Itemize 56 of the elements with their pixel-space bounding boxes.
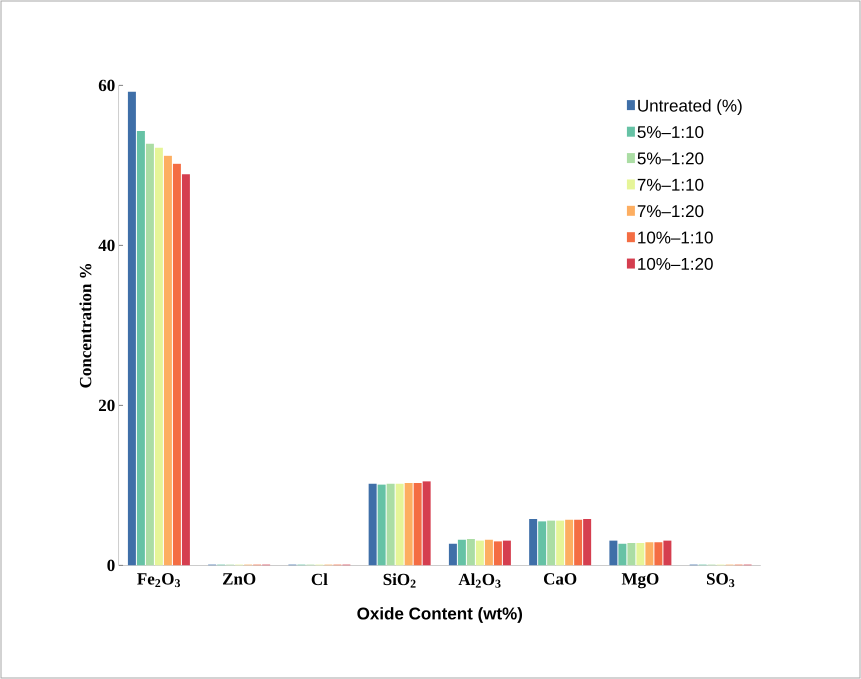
legend-label: 5%–1:20 <box>638 152 704 164</box>
x-tick-label: Al$_{2}$O$_{3}$ <box>458 573 501 588</box>
bar <box>494 541 502 566</box>
bar <box>663 540 672 566</box>
bar <box>654 542 662 566</box>
bar <box>458 540 466 566</box>
y-tick-label: 0 <box>107 560 115 572</box>
legend-label: 5%–1:10 <box>638 126 704 138</box>
bar <box>146 144 154 566</box>
y-tick-label: 40 <box>98 240 115 252</box>
x-tick-label: SO$_{3}$ <box>706 573 734 588</box>
bar <box>547 520 556 566</box>
x-tick-label: Cl <box>312 573 328 586</box>
x-tick-label: ZnO <box>222 573 256 585</box>
legend-label: 10%–1:10 <box>638 231 713 244</box>
bar <box>386 484 395 566</box>
y-tick-label: 20 <box>98 400 115 412</box>
x-tick-label: Fe$_{2}$O$_{3}$ <box>137 573 180 588</box>
bar <box>618 544 626 566</box>
legend-label: 10%–1:20 <box>638 258 713 270</box>
bar <box>574 520 582 566</box>
x-axis-title: Oxide Content (wt%) <box>357 607 522 623</box>
bar <box>627 542 636 566</box>
bar <box>484 540 493 566</box>
bar <box>128 92 136 566</box>
bar <box>636 542 644 566</box>
bar <box>466 538 475 566</box>
bar <box>154 148 163 566</box>
x-tick-label: CaO <box>544 573 576 585</box>
x-tick-label: MgO <box>622 573 658 588</box>
bar <box>645 542 654 566</box>
bar <box>414 482 422 566</box>
bar <box>396 484 404 566</box>
bar <box>136 131 145 566</box>
bar <box>378 484 386 566</box>
y-tick-label: 60 <box>98 80 115 92</box>
bar <box>182 174 190 566</box>
bar <box>502 540 511 566</box>
bar <box>556 520 564 566</box>
legend-label: 7%–1:10 <box>638 178 704 191</box>
bar <box>565 520 574 566</box>
bar <box>172 164 181 566</box>
bar <box>404 482 413 566</box>
x-tick-label: SiO$_{2}$ <box>384 573 416 588</box>
bar <box>476 540 484 566</box>
legend-label: 7%–1:20 <box>638 205 704 218</box>
bar <box>583 518 592 566</box>
bar <box>538 521 546 566</box>
bar <box>609 540 618 566</box>
bar <box>422 481 431 566</box>
bar <box>164 156 172 566</box>
legend-label: Untreated (%) <box>638 99 742 116</box>
bar <box>368 484 377 566</box>
y-axis-title: Concentration % <box>79 264 92 388</box>
bar <box>448 544 457 566</box>
bar <box>529 518 538 566</box>
